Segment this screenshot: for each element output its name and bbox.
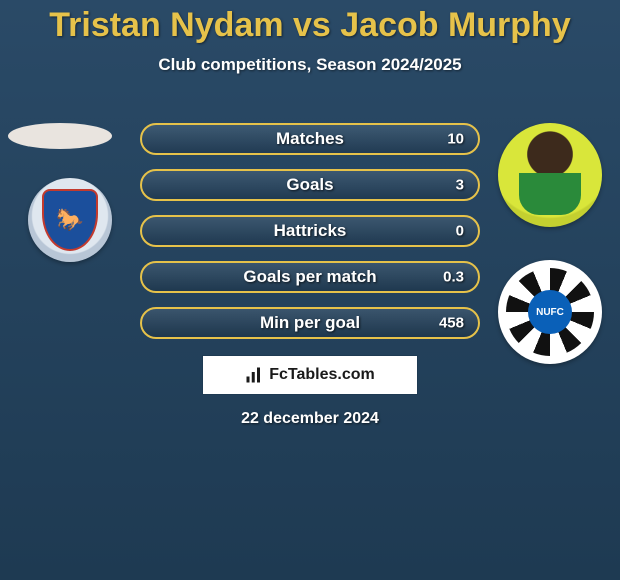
stat-row-matches: Matches 10 bbox=[140, 123, 480, 155]
stat-row-hattricks: Hattricks 0 bbox=[140, 215, 480, 247]
stat-label: Hattricks bbox=[274, 221, 347, 241]
stat-row-goals-per-match: Goals per match 0.3 bbox=[140, 261, 480, 293]
stat-row-goals: Goals 3 bbox=[140, 169, 480, 201]
stat-value-right: 3 bbox=[456, 177, 464, 194]
brand-text: FcTables.com bbox=[269, 366, 375, 384]
stats-container: Matches 10 Goals 3 Hattricks 0 Goals per… bbox=[140, 123, 480, 339]
stat-row-min-per-goal: Min per goal 458 bbox=[140, 307, 480, 339]
stat-label: Matches bbox=[276, 129, 344, 149]
comparison-title: Tristan Nydam vs Jacob Murphy bbox=[0, 0, 620, 45]
comparison-subtitle: Club competitions, Season 2024/2025 bbox=[0, 55, 620, 75]
newcastle-badge-center: NUFC bbox=[528, 290, 572, 334]
stat-value-right: 458 bbox=[439, 315, 464, 332]
stat-label: Goals per match bbox=[243, 267, 376, 287]
stat-label: Goals bbox=[286, 175, 333, 195]
stat-value-right: 10 bbox=[447, 131, 464, 148]
ipswich-town-badge-icon: 🐎 bbox=[28, 178, 112, 262]
stat-value-right: 0.3 bbox=[443, 269, 464, 286]
stat-label: Min per goal bbox=[260, 313, 360, 333]
brand-badge: FcTables.com bbox=[202, 355, 418, 395]
player-left-avatar bbox=[8, 123, 112, 149]
stat-value-right: 0 bbox=[456, 223, 464, 240]
player-right-avatar bbox=[498, 123, 602, 227]
bar-chart-icon bbox=[245, 366, 263, 384]
horse-icon: 🐎 bbox=[56, 207, 83, 233]
comparison-date: 22 december 2024 bbox=[0, 410, 620, 428]
newcastle-badge-icon: NUFC bbox=[498, 260, 602, 364]
